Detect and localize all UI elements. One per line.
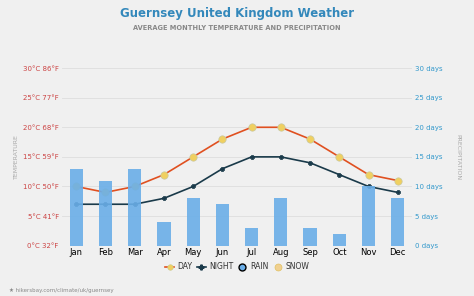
Text: Guernsey United Kingdom Weather: Guernsey United Kingdom Weather [120,7,354,20]
Bar [70,169,83,246]
Point [306,137,314,141]
Point [277,155,284,159]
Point [101,190,109,195]
Bar [216,204,229,246]
Point [277,125,284,130]
Text: PRECIPITATION: PRECIPITATION [456,134,460,180]
Point [189,155,197,159]
Point [248,125,255,130]
Bar [362,186,375,246]
Point [101,202,109,207]
Point [336,172,343,177]
Point [73,184,80,189]
Text: AVERAGE MONTHLY TEMPERATURE AND PRECIPITATION: AVERAGE MONTHLY TEMPERATURE AND PRECIPIT… [133,25,341,31]
Point [189,184,197,189]
Point [365,184,372,189]
Bar [274,198,287,246]
Bar [391,198,404,246]
Point [219,166,226,171]
Point [394,190,401,195]
Point [336,155,343,159]
Point [160,172,168,177]
Bar [303,228,317,246]
Point [394,178,401,183]
Point [306,160,314,165]
Bar [99,181,112,246]
Text: ★ hikersbay.com/climate/uk/guernsey: ★ hikersbay.com/climate/uk/guernsey [9,288,114,293]
Point [248,155,255,159]
Bar [128,169,141,246]
Point [365,172,372,177]
Bar [157,222,171,246]
Point [219,137,226,141]
Bar [245,228,258,246]
Text: TEMPERATURE: TEMPERATURE [14,134,18,179]
Point [160,196,168,201]
Legend: DAY, NIGHT, RAIN, SNOW: DAY, NIGHT, RAIN, SNOW [162,259,312,274]
Point [131,184,138,189]
Bar [333,234,346,246]
Bar [187,198,200,246]
Point [131,202,138,207]
Point [73,202,80,207]
